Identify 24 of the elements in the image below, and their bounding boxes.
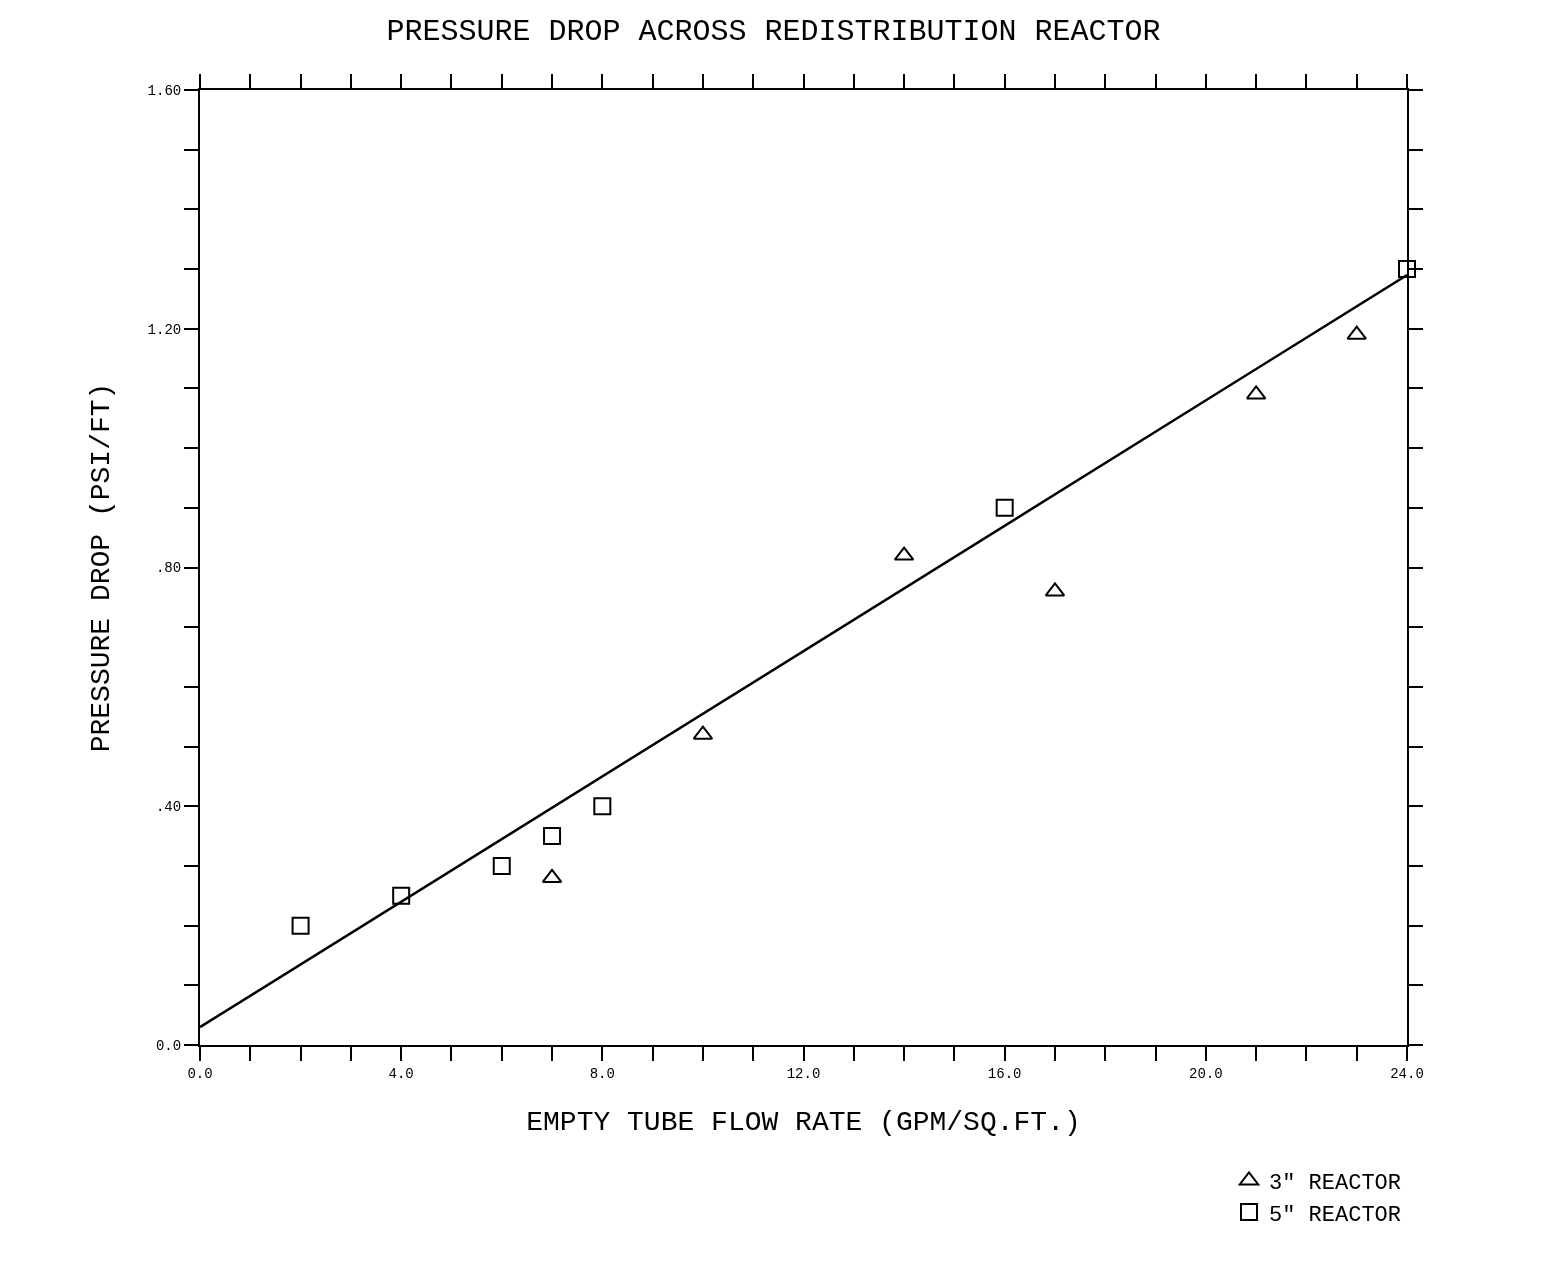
x-tick-label: 24.0	[1390, 1065, 1424, 1082]
point	[543, 827, 562, 846]
point	[492, 856, 511, 875]
x-tick-label: 0.0	[187, 1065, 213, 1082]
y-tick-label: .40	[155, 799, 182, 816]
point	[392, 886, 411, 905]
y-tick-label: 0.0	[155, 1037, 182, 1054]
point	[291, 916, 310, 935]
y-tick-label: 1.60	[147, 82, 182, 99]
y-tick-label: .80	[155, 560, 182, 577]
y-tick-label: 1.20	[147, 321, 182, 338]
point	[1346, 325, 1367, 340]
legend-label: 3" REACTOR	[1269, 1170, 1402, 1196]
legend-label: 5" REACTOR	[1269, 1202, 1402, 1228]
x-tick-label: 12.0	[786, 1065, 821, 1082]
y-axis-title: PRESSURE DROP (PSI/FT)	[85, 382, 117, 753]
chart-title: PRESSURE DROP ACROSS REDISTRIBUTION REACTOR	[386, 15, 1161, 50]
x-tick-label: 20.0	[1189, 1065, 1223, 1082]
x-axis-title: EMPTY TUBE FLOW RATE (GPM/SQ.FT.)	[526, 1107, 1081, 1139]
point	[593, 797, 612, 816]
x-tick-label: 16.0	[987, 1065, 1022, 1082]
x-tick-label: 8.0	[589, 1065, 615, 1082]
x-tick-label: 4.0	[388, 1065, 414, 1082]
point	[995, 498, 1014, 517]
